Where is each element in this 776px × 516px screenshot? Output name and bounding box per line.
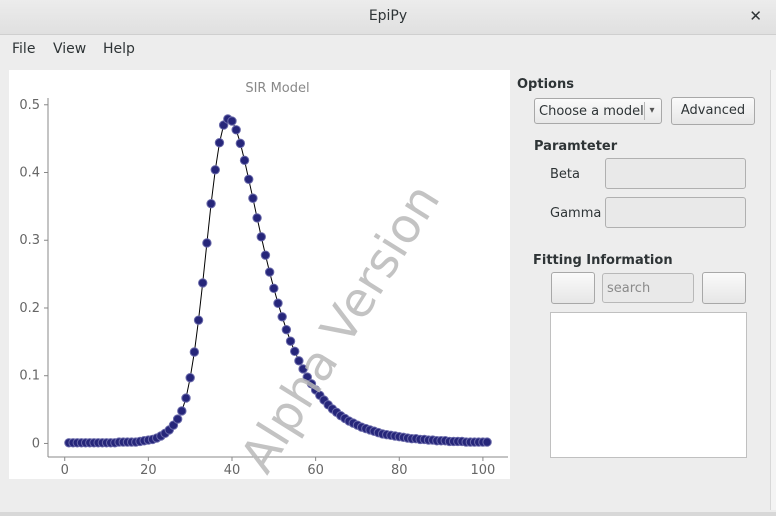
data-point (256, 232, 266, 242)
data-point (302, 372, 312, 382)
data-point (206, 198, 216, 209)
data-point (294, 356, 304, 366)
data-point (252, 213, 262, 223)
x-tick-label: 60 (307, 463, 324, 478)
gamma-label: Gamma (550, 206, 602, 221)
data-point (214, 138, 225, 148)
close-icon[interactable]: ✕ (749, 7, 762, 25)
y-tick-label: 0.2 (19, 301, 40, 316)
window-titlebar: EpiPy ✕ (0, 0, 776, 35)
data-point (285, 336, 296, 346)
x-tick-label: 40 (224, 463, 241, 478)
data-point (185, 373, 195, 383)
gamma-field[interactable] (605, 197, 746, 228)
data-point (269, 283, 279, 294)
data-point (482, 437, 492, 447)
status-strip (0, 512, 776, 516)
parameter-heading: Paramteter (534, 139, 618, 154)
y-tick-label: 0.3 (19, 233, 40, 248)
search-input[interactable] (602, 273, 694, 303)
chevron-down-icon: ▾ (644, 102, 659, 120)
data-point (198, 278, 208, 288)
y-tick-label: 0.5 (19, 98, 40, 113)
plot-canvas: SIR Model 0 20 40 60 80 100 0 0.1 0.2 0.3 0.4 0.5 Alp… (9, 70, 510, 479)
fitting-right-button[interactable] (702, 272, 746, 304)
advanced-button[interactable]: Advanced (671, 97, 755, 125)
data-point (210, 165, 220, 175)
y-tick-label: 0.4 (19, 166, 40, 181)
window-title: EpiPy (368, 8, 408, 24)
model-select[interactable]: Choose a model ▾ (534, 98, 662, 124)
watermark-text: Alpha Version (230, 174, 451, 479)
data-point (189, 347, 200, 357)
data-point (231, 125, 241, 135)
data-point (260, 250, 271, 260)
x-tick-label: 80 (391, 463, 408, 478)
fitting-heading: Fitting Information (533, 253, 673, 268)
data-point (172, 414, 183, 424)
chart-title: SIR Model (245, 81, 309, 96)
data-point (177, 406, 187, 416)
data-point (248, 193, 258, 203)
window-edge (770, 70, 776, 510)
menu-view[interactable]: View (53, 41, 87, 57)
data-point (239, 155, 250, 166)
data-point (298, 364, 308, 374)
beta-field[interactable] (605, 158, 746, 189)
menu-bar: File View Help (0, 35, 776, 65)
fitting-left-button[interactable] (551, 272, 595, 304)
data-point (227, 116, 237, 126)
data-point (244, 174, 254, 184)
fitting-info-textview[interactable] (550, 312, 747, 458)
data-point (193, 315, 204, 325)
x-tick-label: 20 (140, 463, 157, 478)
options-heading: Options (517, 77, 574, 92)
beta-label: Beta (550, 167, 580, 182)
data-point (235, 138, 246, 149)
data-point (281, 324, 292, 335)
data-point (264, 267, 275, 277)
x-tick-label: 0 (61, 463, 69, 478)
model-select-value: Choose a model (539, 104, 644, 119)
sir-chart: SIR Model 0 20 40 60 80 100 0 0.1 0.2 0.3 0.4 0.5 Alp… (19, 81, 508, 479)
data-point (290, 346, 300, 357)
y-tick-label: 0.1 (19, 369, 40, 384)
data-point (273, 298, 283, 308)
data-point (202, 238, 212, 248)
menu-help[interactable]: Help (103, 41, 135, 57)
data-point (277, 312, 287, 322)
menu-file[interactable]: File (12, 41, 36, 57)
y-tick-label: 0 (32, 436, 40, 451)
data-point (181, 393, 191, 403)
x-tick-label: 100 (470, 463, 495, 478)
